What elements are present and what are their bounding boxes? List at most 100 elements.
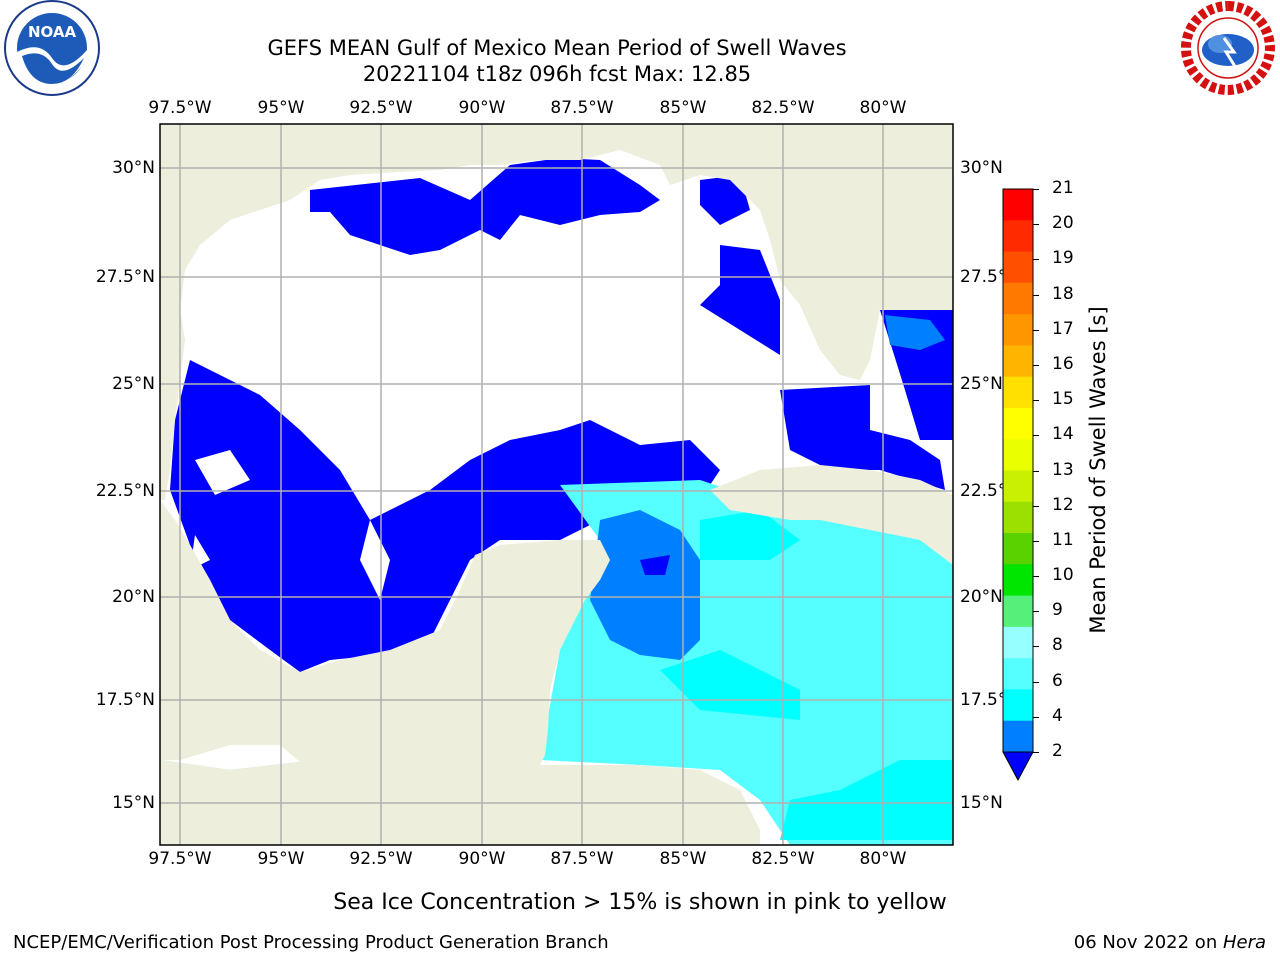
colorbar-cell <box>1003 470 1033 503</box>
colorbar-cell <box>1003 595 1033 628</box>
lon-tick-bottom: 95°W <box>257 849 305 869</box>
colorbar-tick-mark <box>1033 224 1039 226</box>
colorbar-tick-label: 10 <box>1052 565 1074 586</box>
colorbar-tick-label: 17 <box>1052 318 1074 339</box>
footer-date-text: 06 Nov 2022 on <box>1073 932 1223 953</box>
colorbar-tick-label: 13 <box>1052 459 1074 480</box>
swell-region-yucatan-basin <box>590 510 700 660</box>
colorbar-cell <box>1003 282 1033 315</box>
colorbar-tick-label: 2 <box>1052 741 1063 761</box>
colorbar-tick-label: 20 <box>1052 213 1074 234</box>
colorbar-tick-mark <box>1033 189 1039 190</box>
nws-logo <box>1176 0 1280 100</box>
lon-tick-top: 80°W <box>859 98 907 118</box>
colorbar-label: Mean Period of Swell Waves [s] <box>1086 306 1110 634</box>
colorbar-cell <box>1003 689 1033 722</box>
colorbar-cell <box>1003 345 1033 378</box>
colorbar-tick-mark <box>1033 752 1039 753</box>
lon-tick-top: 85°W <box>659 98 707 118</box>
colorbar-cell <box>1003 564 1033 597</box>
colorbar-cell <box>1003 251 1033 284</box>
lat-tick-left: 27.5°N <box>95 267 155 287</box>
colorbar-tick-mark <box>1033 259 1039 261</box>
colorbar-tick-mark <box>1033 470 1039 472</box>
footer-host: Hera <box>1222 932 1266 953</box>
colorbar-tick-label: 6 <box>1052 670 1063 691</box>
lat-tick-right: 25°N <box>960 374 1003 394</box>
lat-tick-left: 30°N <box>112 158 155 178</box>
chart-title: GEFS MEAN Gulf of Mexico Mean Period of … <box>267 36 847 60</box>
colorbar-tick-label: 11 <box>1052 529 1074 550</box>
colorbar-tick-label: 8 <box>1052 635 1063 656</box>
colorbar-tick-mark <box>1033 364 1039 366</box>
lat-tick-right: 20°N <box>960 587 1003 607</box>
colorbar-tick-mark <box>1033 505 1039 507</box>
colorbar-tick-label: 18 <box>1052 283 1074 304</box>
colorbar-cell <box>1003 533 1033 565</box>
swell-region-north <box>310 158 660 255</box>
noaa-logo: NOAA <box>0 0 104 100</box>
lat-tick-right: 15°N <box>960 793 1003 813</box>
land-usa <box>160 124 953 500</box>
footer-date: 06 Nov 2022 on Hera <box>1074 932 1266 953</box>
lon-tick-bottom: 87.5°W <box>550 849 614 869</box>
colorbar-cell <box>1003 501 1033 534</box>
colorbar-tick-mark <box>1033 435 1039 437</box>
colorbar-tick-label: 14 <box>1052 424 1074 445</box>
map-gridlines <box>160 124 953 845</box>
lat-tick-left: 25°N <box>112 374 155 394</box>
lon-tick-bottom: 97.5°W <box>148 849 212 869</box>
colorbar-cell <box>1003 407 1033 440</box>
lat-tick-right: 30°N <box>960 158 1003 178</box>
colorbar-tick-mark <box>1033 576 1039 578</box>
lon-tick-bottom: 92.5°W <box>349 849 413 869</box>
map-panel <box>159 123 954 846</box>
map-frame <box>159 123 954 846</box>
colorbar-tick-label: 4 <box>1052 705 1063 726</box>
lat-tick-left: 15°N <box>112 793 155 813</box>
colorbar-tick-mark <box>1033 646 1039 648</box>
colorbar-cell <box>1003 314 1033 346</box>
colorbar-tick-mark <box>1033 400 1039 402</box>
noaa-logo-text: NOAA <box>28 23 77 41</box>
lon-tick-bottom: 85°W <box>659 849 707 869</box>
colorbar-tick-label: 12 <box>1052 494 1074 515</box>
lon-tick-top: 90°W <box>458 98 506 118</box>
colorbar-cell <box>1003 189 1033 221</box>
colorbar-tick-mark <box>1033 540 1039 542</box>
chart-subtitle: 20221104 t18z 096h fcst Max: 12.85 <box>362 62 752 86</box>
colorbar-cell <box>1003 376 1033 409</box>
colorbar <box>1002 188 1034 782</box>
colorbar-tick-mark <box>1033 329 1039 331</box>
colorbar-tick-mark <box>1033 716 1039 718</box>
lon-tick-bottom: 90°W <box>458 849 506 869</box>
lon-tick-top: 82.5°W <box>751 98 815 118</box>
lat-tick-left: 20°N <box>112 587 155 607</box>
swell-region-fl-shelf <box>700 245 780 355</box>
colorbar-tick-label: 9 <box>1052 600 1063 621</box>
colorbar-tick-mark <box>1033 294 1039 296</box>
colorbar-cell <box>1003 658 1033 690</box>
lon-tick-top: 87.5°W <box>550 98 614 118</box>
lat-tick-left: 17.5°N <box>95 690 155 710</box>
lon-tick-top: 95°W <box>257 98 305 118</box>
colorbar-tick-label: 19 <box>1052 248 1074 269</box>
colorbar-cell <box>1003 439 1033 471</box>
land-cuba <box>710 465 953 565</box>
colorbar-cell <box>1003 720 1033 753</box>
lon-tick-bottom: 82.5°W <box>751 849 815 869</box>
colorbar-tick-label: 16 <box>1052 353 1074 374</box>
lon-tick-top: 92.5°W <box>349 98 413 118</box>
colorbar-cell <box>1003 626 1033 659</box>
footer-credit: NCEP/EMC/Verification Post Processing Pr… <box>13 932 609 953</box>
lat-tick-left: 22.5°N <box>95 481 155 501</box>
colorbar-extend-arrow <box>1002 751 1034 782</box>
colorbar-cell <box>1003 220 1033 253</box>
colorbar-tick-label: 21 <box>1052 178 1074 198</box>
colorbar-tick-mark <box>1033 611 1039 613</box>
sea-ice-caption: Sea Ice Concentration > 15% is shown in … <box>333 890 947 915</box>
colorbar-tick-mark <box>1033 681 1039 683</box>
lon-tick-top: 97.5°W <box>148 98 212 118</box>
swell-region-straits <box>780 385 945 490</box>
land-mexico-central-america <box>160 500 760 845</box>
